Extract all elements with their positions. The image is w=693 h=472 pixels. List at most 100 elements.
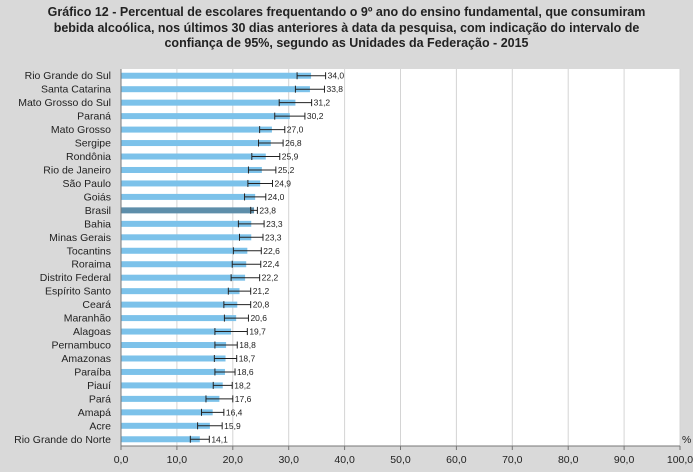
bar [121, 315, 237, 322]
category-label: Paraná [77, 111, 111, 123]
bar [121, 355, 226, 362]
bar [121, 382, 223, 389]
x-tick-label: 60,0 [446, 454, 467, 466]
category-label: Minas Gerais [49, 232, 111, 244]
bar [121, 422, 210, 429]
bar [121, 342, 227, 349]
category-label: Ceará [82, 299, 111, 311]
value-label: 26,8 [285, 138, 302, 148]
category-label: Pernambuco [51, 340, 111, 352]
category-label: Mato Grosso do Sul [18, 97, 111, 109]
value-label: 18,2 [234, 380, 251, 390]
bar [121, 166, 262, 173]
value-label: 31,2 [314, 98, 331, 108]
value-label: 30,2 [307, 111, 324, 121]
bar [121, 261, 247, 268]
value-label: 18,7 [239, 353, 256, 363]
title-line-3: confiança de 95%, segundo as Unidades da… [164, 36, 529, 50]
bar [121, 368, 225, 375]
category-label: Mato Grosso [51, 124, 111, 136]
category-label: Maranhão [64, 313, 111, 325]
x-tick-label: 80,0 [558, 454, 579, 466]
value-label: 22,4 [263, 259, 280, 269]
title-line-2: bebida alcoólica, nos últimos 30 dias an… [53, 20, 640, 35]
value-label: 18,8 [239, 340, 256, 350]
unit-label: % [682, 434, 691, 446]
category-label: Distrito Federal [40, 272, 111, 284]
value-label: 21,2 [253, 286, 270, 296]
value-label: 24,0 [268, 192, 285, 202]
category-label: Rio Grande do Norte [14, 434, 111, 446]
bar [121, 220, 252, 227]
category-label: Acre [89, 420, 111, 432]
bar [121, 126, 272, 133]
bar [121, 409, 213, 416]
bar [121, 140, 271, 147]
bar [121, 180, 261, 187]
bar [121, 328, 232, 335]
category-label: Brasil [85, 205, 111, 217]
value-label: 20,8 [253, 300, 270, 310]
bar [121, 234, 252, 241]
value-label: 14,1 [211, 434, 228, 444]
category-label: São Paulo [63, 178, 112, 190]
value-label: 25,2 [278, 165, 295, 175]
bar [121, 436, 200, 443]
x-tick-label: 50,0 [390, 454, 411, 466]
x-tick-label: 40,0 [334, 454, 355, 466]
x-tick-label: 70,0 [502, 454, 523, 466]
value-label: 17,6 [235, 394, 252, 404]
category-label: Rio Grande do Sul [25, 70, 111, 82]
value-label: 20,6 [250, 313, 267, 323]
bar [121, 207, 255, 214]
category-label: Amapá [78, 407, 111, 419]
value-label: 34,0 [328, 71, 345, 81]
category-label: Pará [89, 393, 111, 405]
category-label: Tocantins [67, 245, 111, 257]
value-label: 15,9 [224, 421, 241, 431]
x-tick-label: 0,0 [114, 454, 129, 466]
category-label: Rondônia [66, 151, 111, 163]
category-label: Goiás [84, 191, 111, 203]
value-label: 18,6 [237, 367, 254, 377]
x-tick-label: 20,0 [223, 454, 244, 466]
category-label: Roraima [71, 259, 111, 271]
value-label: 16,4 [226, 407, 243, 417]
bar [121, 274, 246, 281]
x-tick-label: 90,0 [614, 454, 635, 466]
bar [121, 99, 296, 106]
category-label: Piauí [87, 380, 111, 392]
category-label: Santa Catarina [41, 84, 111, 96]
value-label: 22,6 [263, 246, 280, 256]
category-label: Sergipe [75, 138, 111, 150]
bar [121, 113, 290, 120]
x-tick-label: 10,0 [167, 454, 188, 466]
value-label: 23,8 [259, 205, 276, 215]
category-label: Rio de Janeiro [43, 164, 111, 176]
category-label: Bahia [84, 218, 111, 230]
category-label: Alagoas [73, 326, 111, 338]
value-label: 23,3 [266, 219, 283, 229]
value-label: 27,0 [287, 125, 304, 135]
x-tick-label: 100,0 [667, 454, 693, 466]
value-label: 25,9 [282, 152, 299, 162]
bar [121, 247, 248, 254]
category-label: Paraíba [74, 366, 111, 378]
bar [121, 301, 238, 308]
bar [121, 193, 256, 200]
value-label: 33,8 [326, 84, 343, 94]
chart-title: Gráfico 12 - Percentual de escolares fre… [0, 5, 693, 52]
title-line-1: Gráfico 12 - Percentual de escolares fre… [47, 5, 646, 19]
bar [121, 288, 240, 295]
value-label: 23,3 [265, 232, 282, 242]
bar [121, 153, 266, 160]
x-tick-label: 30,0 [278, 454, 299, 466]
value-label: 19,7 [249, 327, 266, 337]
category-label: Amazonas [61, 353, 111, 365]
bar [121, 86, 310, 93]
value-label: 24,9 [274, 178, 291, 188]
category-label: Espírito Santo [45, 286, 111, 298]
value-label: 22,2 [262, 273, 279, 283]
